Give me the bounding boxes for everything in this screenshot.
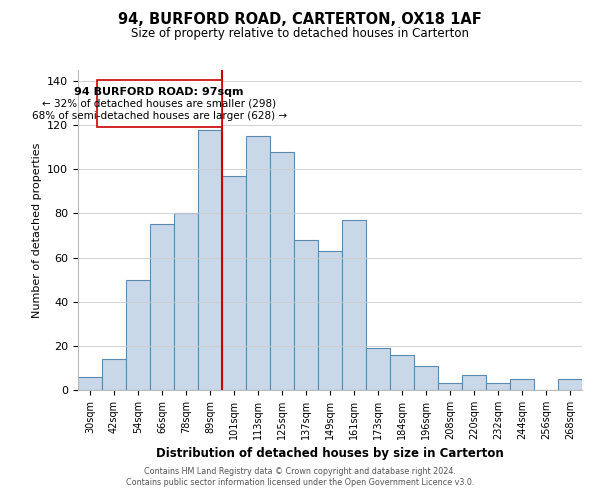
Text: 68% of semi-detached houses are larger (628) →: 68% of semi-detached houses are larger (… bbox=[32, 111, 287, 121]
Bar bbox=[150, 224, 174, 390]
Text: 94 BURFORD ROAD: 97sqm: 94 BURFORD ROAD: 97sqm bbox=[74, 86, 244, 97]
Text: Contains HM Land Registry data © Crown copyright and database right 2024.: Contains HM Land Registry data © Crown c… bbox=[144, 467, 456, 476]
Bar bbox=[246, 136, 270, 390]
Bar bbox=[270, 152, 294, 390]
Text: Size of property relative to detached houses in Carterton: Size of property relative to detached ho… bbox=[131, 28, 469, 40]
Bar bbox=[342, 220, 366, 390]
FancyBboxPatch shape bbox=[97, 80, 221, 128]
Bar bbox=[390, 354, 414, 390]
Bar bbox=[126, 280, 150, 390]
Bar bbox=[558, 379, 582, 390]
Bar bbox=[414, 366, 438, 390]
Bar bbox=[174, 214, 198, 390]
X-axis label: Distribution of detached houses by size in Carterton: Distribution of detached houses by size … bbox=[156, 448, 504, 460]
Bar bbox=[318, 251, 342, 390]
Bar bbox=[78, 377, 102, 390]
Text: Contains public sector information licensed under the Open Government Licence v3: Contains public sector information licen… bbox=[126, 478, 474, 487]
Bar bbox=[366, 348, 390, 390]
Bar bbox=[510, 379, 534, 390]
Text: 94, BURFORD ROAD, CARTERTON, OX18 1AF: 94, BURFORD ROAD, CARTERTON, OX18 1AF bbox=[118, 12, 482, 28]
Bar bbox=[102, 359, 126, 390]
Bar bbox=[486, 384, 510, 390]
Bar bbox=[198, 130, 222, 390]
Text: ← 32% of detached houses are smaller (298): ← 32% of detached houses are smaller (29… bbox=[42, 98, 276, 108]
Bar bbox=[294, 240, 318, 390]
Y-axis label: Number of detached properties: Number of detached properties bbox=[32, 142, 41, 318]
Bar bbox=[462, 374, 486, 390]
Bar bbox=[222, 176, 246, 390]
Bar bbox=[438, 384, 462, 390]
